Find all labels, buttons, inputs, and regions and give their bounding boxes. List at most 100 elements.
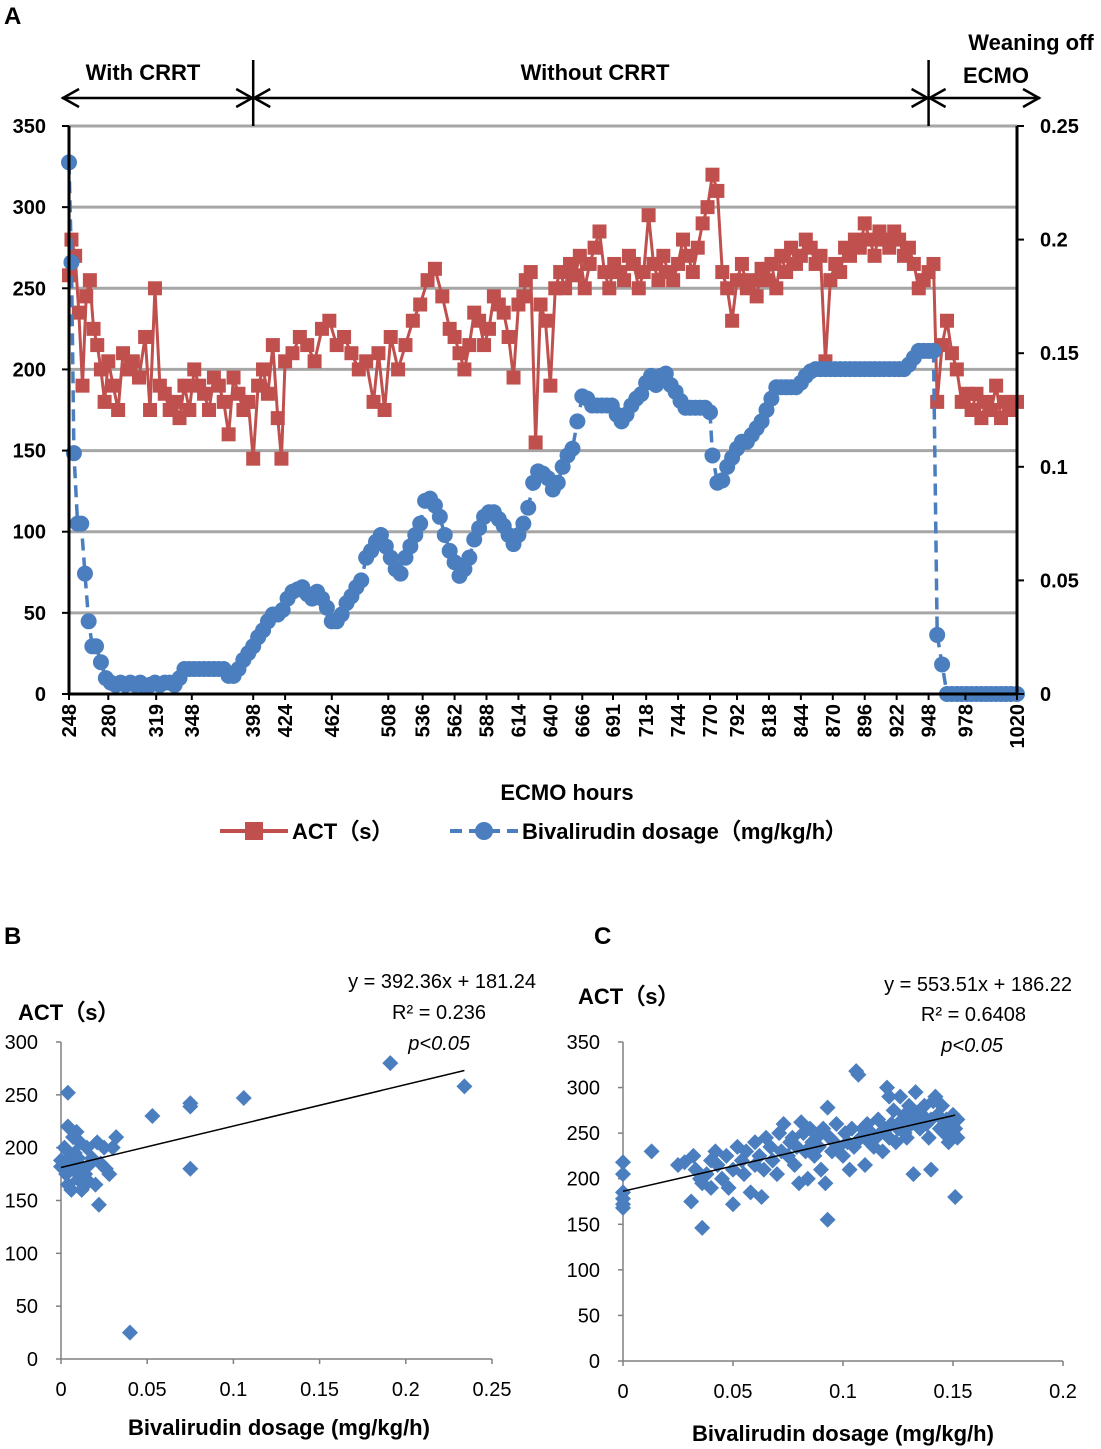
- scatter-point: [382, 1055, 399, 1072]
- panel-b-equation: y = 392.36x + 181.24: [348, 971, 536, 993]
- y-left-tick-label: 250: [13, 278, 46, 300]
- bivalirudin-marker: [549, 474, 566, 491]
- y-tick-label: 250: [5, 1085, 38, 1107]
- scatter-point: [874, 1143, 891, 1160]
- bivalirudin-marker: [76, 565, 93, 582]
- panel-c-x-axis-title: Bivalirudin dosage (mg/kg/h): [692, 1421, 994, 1446]
- bivalirudin-marker: [392, 565, 409, 582]
- scatter-point: [947, 1188, 964, 1205]
- bivalirudin-marker: [461, 549, 478, 566]
- y-left-tick-label: 200: [13, 359, 46, 381]
- y-tick-label: 200: [5, 1138, 38, 1160]
- act-marker: [769, 281, 784, 296]
- scatter-point: [881, 1088, 898, 1105]
- act-marker: [523, 265, 538, 280]
- y-left-tick-label: 50: [24, 603, 46, 625]
- bivalirudin-marker: [431, 508, 448, 525]
- panel-c-y-axis-title: ACT（s）: [578, 984, 679, 1009]
- series-bivalirudin: [61, 154, 1025, 702]
- y-left-tick-label: 150: [13, 441, 46, 463]
- x-tick-label: 922: [887, 704, 909, 737]
- legend-act-label: ACT（s）: [292, 819, 393, 844]
- act-marker: [457, 362, 472, 377]
- act-marker: [631, 281, 646, 296]
- scatter-point: [892, 1088, 909, 1105]
- act-marker: [930, 394, 945, 409]
- act-marker: [79, 289, 94, 304]
- act-marker: [241, 394, 256, 409]
- bivalirudin-marker: [73, 515, 90, 532]
- act-marker: [543, 378, 558, 393]
- x-tick-label: 718: [636, 704, 658, 737]
- act-marker: [344, 346, 359, 361]
- x-tick-label: 0.15: [934, 1381, 973, 1403]
- scatter-point: [90, 1196, 107, 1213]
- y-tick-label: 250: [567, 1123, 600, 1145]
- scatter-point: [841, 1161, 858, 1178]
- scatter-point: [736, 1166, 752, 1183]
- phase-weaning-label-line2: ECMO: [963, 63, 1029, 88]
- bivalirudin-marker: [702, 404, 719, 421]
- arrow-head: [1022, 87, 1042, 109]
- act-marker: [260, 386, 275, 401]
- act-marker: [447, 329, 462, 344]
- x-tick-label: 614: [508, 703, 530, 737]
- x-tick-label: 398: [243, 704, 265, 737]
- scatter-point: [751, 1147, 768, 1164]
- act-marker: [833, 265, 848, 280]
- bivalirudin-marker: [63, 254, 80, 271]
- act-marker: [216, 394, 231, 409]
- act-marker: [705, 167, 720, 182]
- scatter-point: [898, 1129, 915, 1146]
- panel-a-x-axis-title: ECMO hours: [500, 780, 633, 805]
- x-tick-label: 0.2: [1049, 1381, 1077, 1403]
- scatter-point: [720, 1179, 737, 1196]
- x-tick-label: 0.1: [829, 1381, 857, 1403]
- x-tick-label: 0.15: [300, 1379, 339, 1401]
- x-tick-label: 462: [322, 704, 344, 737]
- panel-c-equation: y = 553.51x + 186.22: [884, 974, 1072, 996]
- bivalirudin-marker: [412, 515, 429, 532]
- panel-a-chart: A With CRRT Without CRRT Weaning off ECM…: [4, 3, 1094, 844]
- act-marker: [82, 273, 97, 288]
- act-marker: [256, 362, 271, 377]
- y-tick-label: 100: [567, 1260, 600, 1282]
- act-marker: [359, 354, 374, 369]
- x-tick-label: 896: [855, 704, 877, 737]
- y-tick-label: 0: [589, 1351, 600, 1373]
- scatter-point: [685, 1147, 702, 1164]
- y-left-tick-label: 300: [13, 197, 46, 219]
- y-right-tick-label: 0.05: [1040, 570, 1079, 592]
- scatter-point: [850, 1066, 867, 1083]
- act-marker: [270, 411, 285, 426]
- act-marker: [405, 313, 420, 328]
- act-marker: [106, 378, 121, 393]
- scatter-point: [121, 1324, 138, 1341]
- scatter-point: [703, 1179, 719, 1196]
- panel-c-plot-area: 0 50 100 150 200 250 300 350 0 0.05 0.1 0.15 0.2: [567, 1032, 1077, 1403]
- bivalirudin-marker: [934, 656, 951, 673]
- act-marker: [143, 403, 158, 417]
- act-marker: [734, 256, 749, 271]
- bivalirudin-marker: [704, 447, 721, 464]
- panel-a-phase-arrows: With CRRT Without CRRT Weaning off ECMO: [60, 30, 1094, 126]
- x-tick-label: 818: [759, 704, 781, 737]
- act-marker: [391, 362, 406, 377]
- act-marker: [366, 394, 381, 409]
- scatter-point: [456, 1078, 473, 1095]
- x-tick-label: 0.05: [128, 1379, 167, 1401]
- x-tick-label: 666: [572, 704, 594, 737]
- x-tick-label: 0: [55, 1379, 66, 1401]
- bivalirudin-marker: [515, 515, 532, 532]
- bivalirudin-marker: [80, 613, 97, 630]
- y-tick-label: 50: [578, 1305, 600, 1327]
- x-tick-label: 640: [540, 704, 562, 737]
- act-marker: [602, 281, 617, 296]
- act-marker: [592, 224, 607, 239]
- y-right-tick-label: 0.15: [1040, 343, 1079, 365]
- series-act: [62, 167, 1024, 466]
- act-marker: [656, 248, 671, 263]
- panel-a-label: A: [4, 3, 21, 30]
- act-marker: [75, 378, 90, 393]
